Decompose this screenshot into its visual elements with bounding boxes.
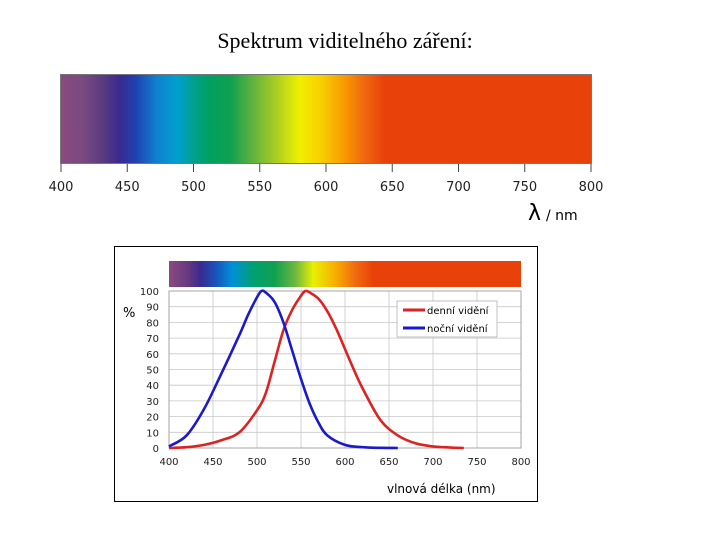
x-tick-label: 550 — [291, 457, 310, 468]
chart-svg: 0 10 20 30 40 50 60 70 80 90 100 400 450 500 550 600 65… — [123, 261, 531, 496]
y-tick-label: 60 — [146, 350, 159, 361]
top-tick-label: 650 — [380, 180, 405, 195]
legend-day-label: denní vidění — [427, 305, 490, 317]
chart-spectrum-strip — [169, 261, 521, 287]
y-tick-label: 80 — [146, 318, 159, 329]
y-axis-label: % — [123, 306, 135, 321]
y-tick-label: 100 — [140, 287, 159, 298]
x-tick-label: 600 — [335, 457, 354, 468]
y-tick-label: 70 — [146, 334, 159, 345]
night-vision-curve — [168, 289, 398, 450]
top-tick-label: 500 — [181, 180, 206, 195]
y-tick-label: 50 — [146, 366, 159, 377]
top-tick-label: 800 — [579, 180, 604, 195]
x-tick-label: 500 — [247, 457, 266, 468]
top-tick-label: 550 — [247, 180, 272, 195]
y-tick-label: 20 — [146, 413, 159, 424]
y-tick-label: 40 — [146, 381, 159, 392]
x-tick-label: 650 — [379, 457, 398, 468]
lambda-symbol: λ — [528, 201, 541, 226]
x-tick-label: 400 — [159, 457, 178, 468]
visible-spectrum-band — [60, 74, 592, 164]
y-tick-label: 30 — [146, 397, 159, 408]
sensitivity-chart: 0 10 20 30 40 50 60 70 80 90 100 400 450 500 550 600 65… — [114, 246, 538, 502]
x-tick-label: 700 — [423, 457, 442, 468]
x-tick-label: 750 — [467, 457, 486, 468]
top-tick-label: 400 — [49, 180, 74, 195]
legend: denní vidění noční vidění — [396, 300, 498, 338]
day-vision-curve — [168, 289, 464, 450]
page-title: Spektrum viditelného záření: — [217, 28, 473, 53]
top-spectrum-axis: 400 450 500 550 600 650 700 750 800 λ / nm — [49, 164, 604, 226]
plot-area — [168, 290, 522, 449]
top-unit-label: / nm — [546, 208, 578, 224]
x-tick-label: 450 — [203, 457, 222, 468]
legend-night-label: noční vidění — [427, 323, 489, 335]
y-tick-label: 0 — [153, 444, 159, 455]
x-axis-label: vlnová délka (nm) — [387, 482, 496, 496]
top-tick-label: 750 — [512, 180, 537, 195]
top-tick-label: 700 — [446, 180, 471, 195]
y-tick-label: 90 — [146, 303, 159, 314]
y-tick-label: 10 — [146, 428, 159, 439]
top-tick-label: 600 — [314, 180, 339, 195]
top-tick-label: 450 — [115, 180, 140, 195]
x-tick-label: 800 — [511, 457, 530, 468]
